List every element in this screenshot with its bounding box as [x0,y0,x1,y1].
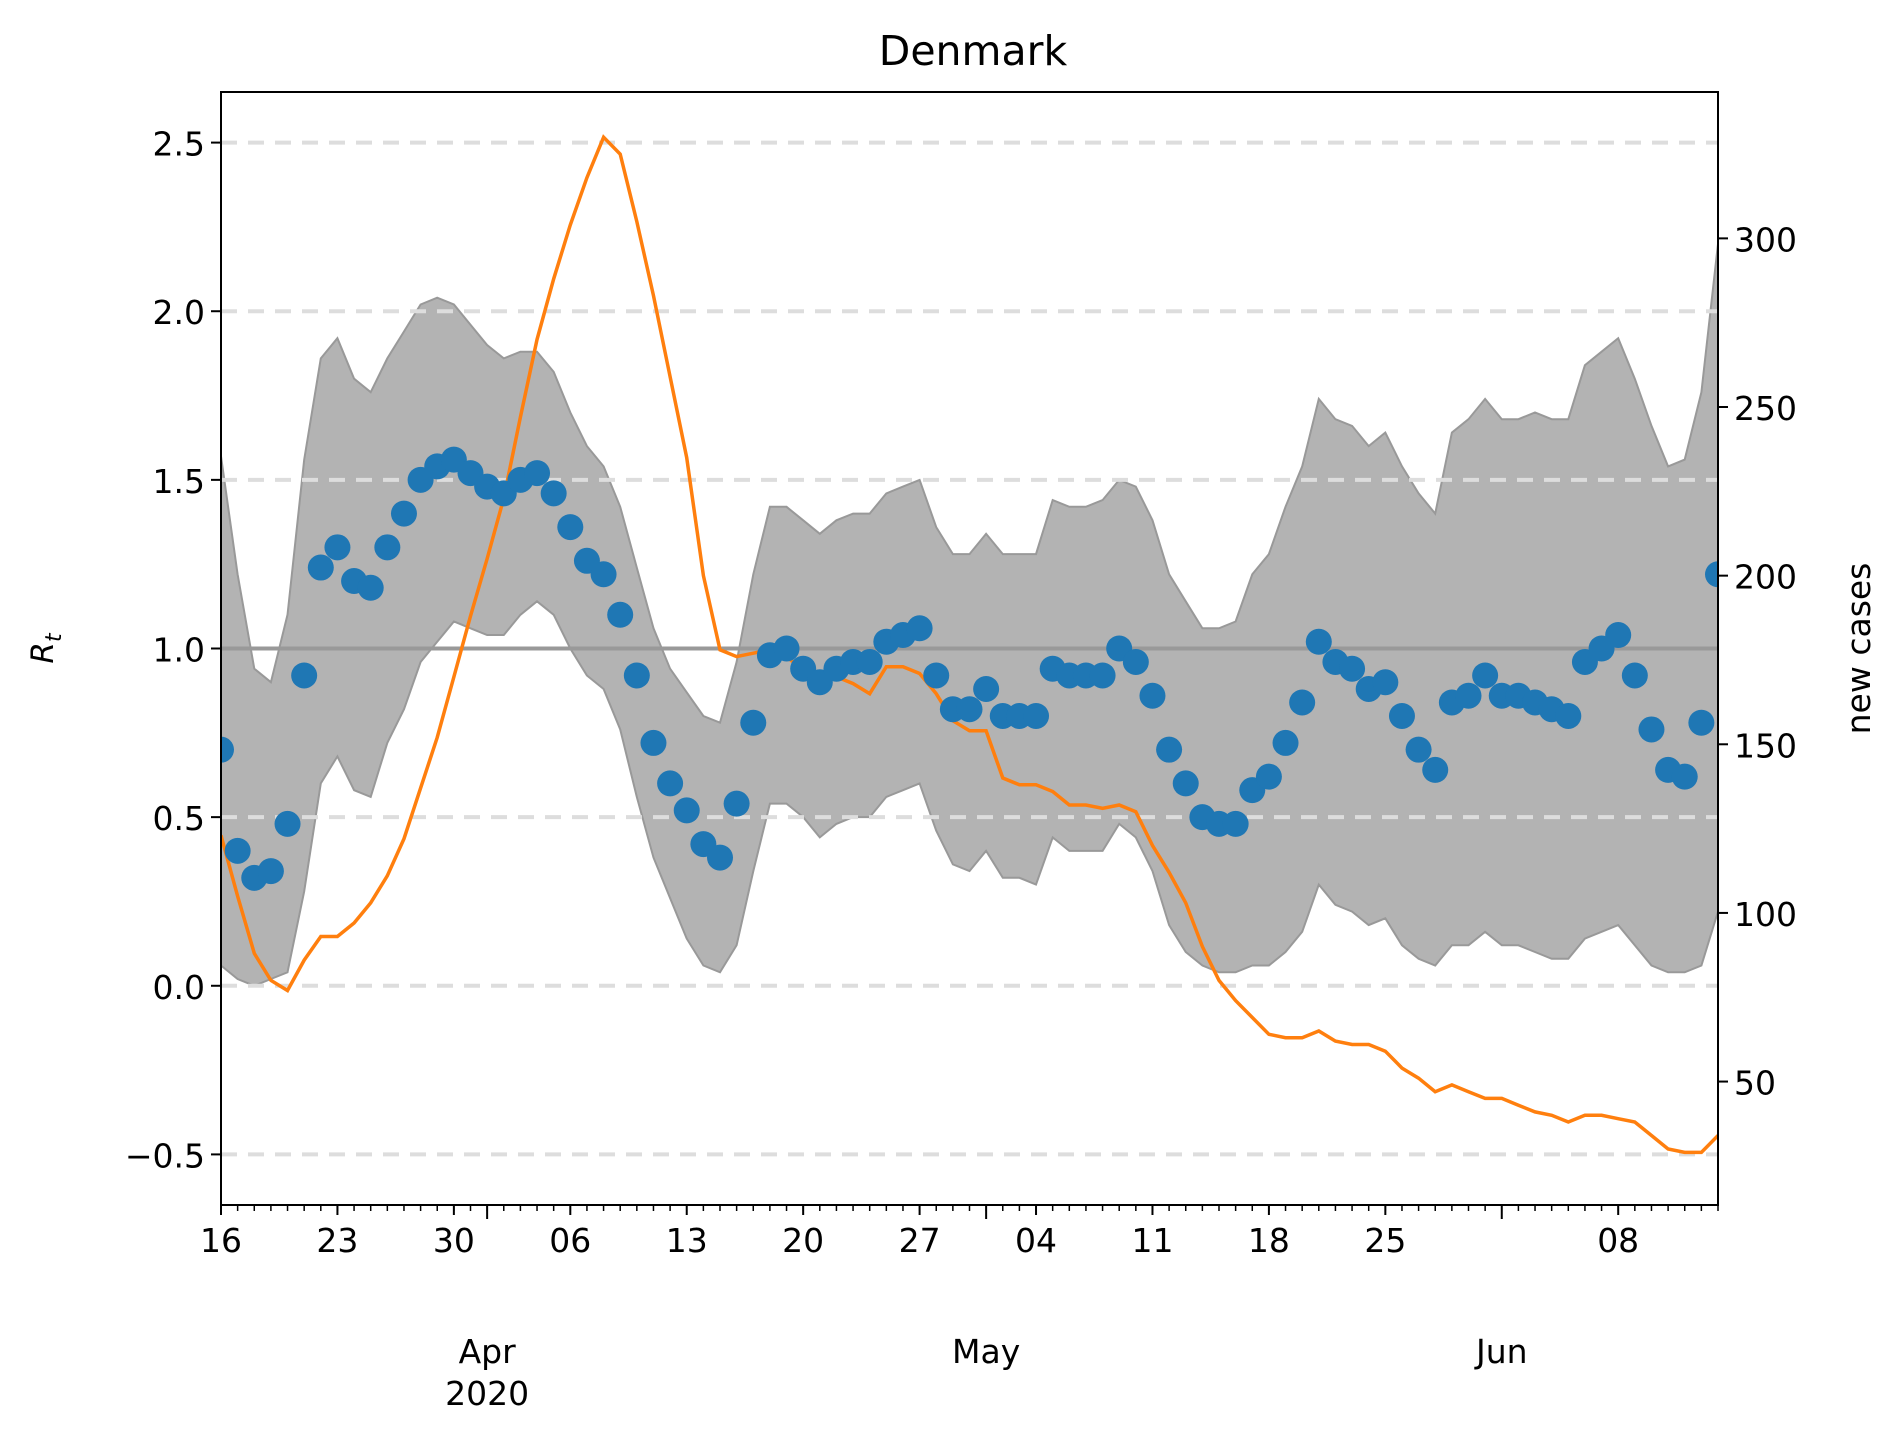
rt-point [1388,702,1415,729]
chart-title: Denmark [879,27,1068,75]
x-tick-label: 23 [316,1221,358,1260]
rt-point [1555,702,1582,729]
x-tick-label: 16 [200,1221,242,1260]
rt-point [1605,622,1632,649]
x-tick-label: 20 [782,1221,824,1260]
rt-point [623,662,650,689]
rt-point [1305,628,1332,655]
rt-point [1422,756,1449,783]
rt-point [274,810,301,837]
rt-point [1372,669,1399,696]
rt-point [257,858,284,885]
y-tick-label-right: 50 [1734,1064,1776,1103]
x-tick-label: 11 [1131,1221,1173,1260]
rt-point [221,736,234,763]
rt-point [224,837,251,864]
x-tick-label: 27 [899,1221,941,1260]
month-label: Apr [459,1332,517,1371]
y-tick-label-left: 2.0 [153,293,205,332]
rt-point [307,554,334,581]
rt-point [374,534,401,561]
x-tick-label: 18 [1248,1221,1290,1260]
plot-area: −0.5 0.0 0.5 1.0 1.5 2.0 2.5 50 100 150 200 250 300 1… [25,91,1878,1413]
year-label: 2020 [445,1374,529,1413]
rt-point [1172,770,1199,797]
rt-point [1688,709,1715,736]
y-tick-label-left: 0.0 [153,968,205,1007]
rt-point [1405,736,1432,763]
x-tick-label: 25 [1364,1221,1406,1260]
x-tick-label: 30 [433,1221,475,1260]
rt-point [1139,682,1166,709]
rt-point [1472,662,1499,689]
rt-point [590,561,617,588]
rt-point [1289,689,1316,716]
month-label: Jun [1474,1332,1528,1371]
y-tick-label-left: −0.5 [125,1136,205,1175]
rt-point [324,534,351,561]
rt-point [1023,702,1050,729]
credible-interval-band [221,243,1718,987]
rt-point [906,615,933,642]
rt-point [1089,662,1116,689]
rt-point [1621,662,1648,689]
rt-point [1272,729,1299,756]
y-tick-label-left: 1.5 [153,462,205,501]
rt-point [956,696,983,723]
y-tick-label-left: 0.5 [153,799,205,838]
x-tick-label: 08 [1597,1221,1639,1260]
y-tick-label-left: 1.0 [153,631,205,670]
rt-point [524,460,551,487]
new-cases-line [221,134,1718,1155]
rt-point [1671,763,1698,790]
rt-point [856,648,883,675]
y-tick-label-right: 300 [1734,220,1797,259]
y-tick-label-right: 250 [1734,389,1797,428]
rt-point [973,675,1000,702]
rt-point [1638,716,1665,743]
y-tick-label-right: 100 [1734,895,1797,934]
rt-point [657,770,684,797]
rt-point [291,662,318,689]
rt-point [640,729,667,756]
rt-point [557,514,584,541]
rt-point [707,844,733,871]
x-tick-label: 13 [666,1221,708,1260]
rt-point [1122,648,1149,675]
y-axis-label-left-subscript: t [42,632,67,642]
x-tick-label: 04 [1015,1221,1057,1260]
rt-point [1705,561,1718,588]
rt-point [607,601,634,628]
rt-point [1222,810,1249,837]
rt-point [1455,682,1482,709]
rt-point [723,790,750,817]
rt-point [673,797,700,824]
rt-point [740,709,767,736]
rt-point [1255,763,1282,790]
x-tick-label: 06 [549,1221,591,1260]
rt-point [390,500,417,527]
y-axis-label-right: new cases [1839,563,1878,735]
y-tick-label-right: 200 [1734,558,1797,597]
rt-point [1339,655,1366,682]
rt-point [540,480,567,507]
y-tick-label-right: 150 [1734,726,1797,765]
y-tick-label-left: 2.5 [153,125,205,164]
rt-point [773,635,800,662]
rt-point [923,662,950,689]
rt-point [1156,736,1183,763]
month-label: May [952,1332,1020,1371]
rt-point [357,574,384,601]
